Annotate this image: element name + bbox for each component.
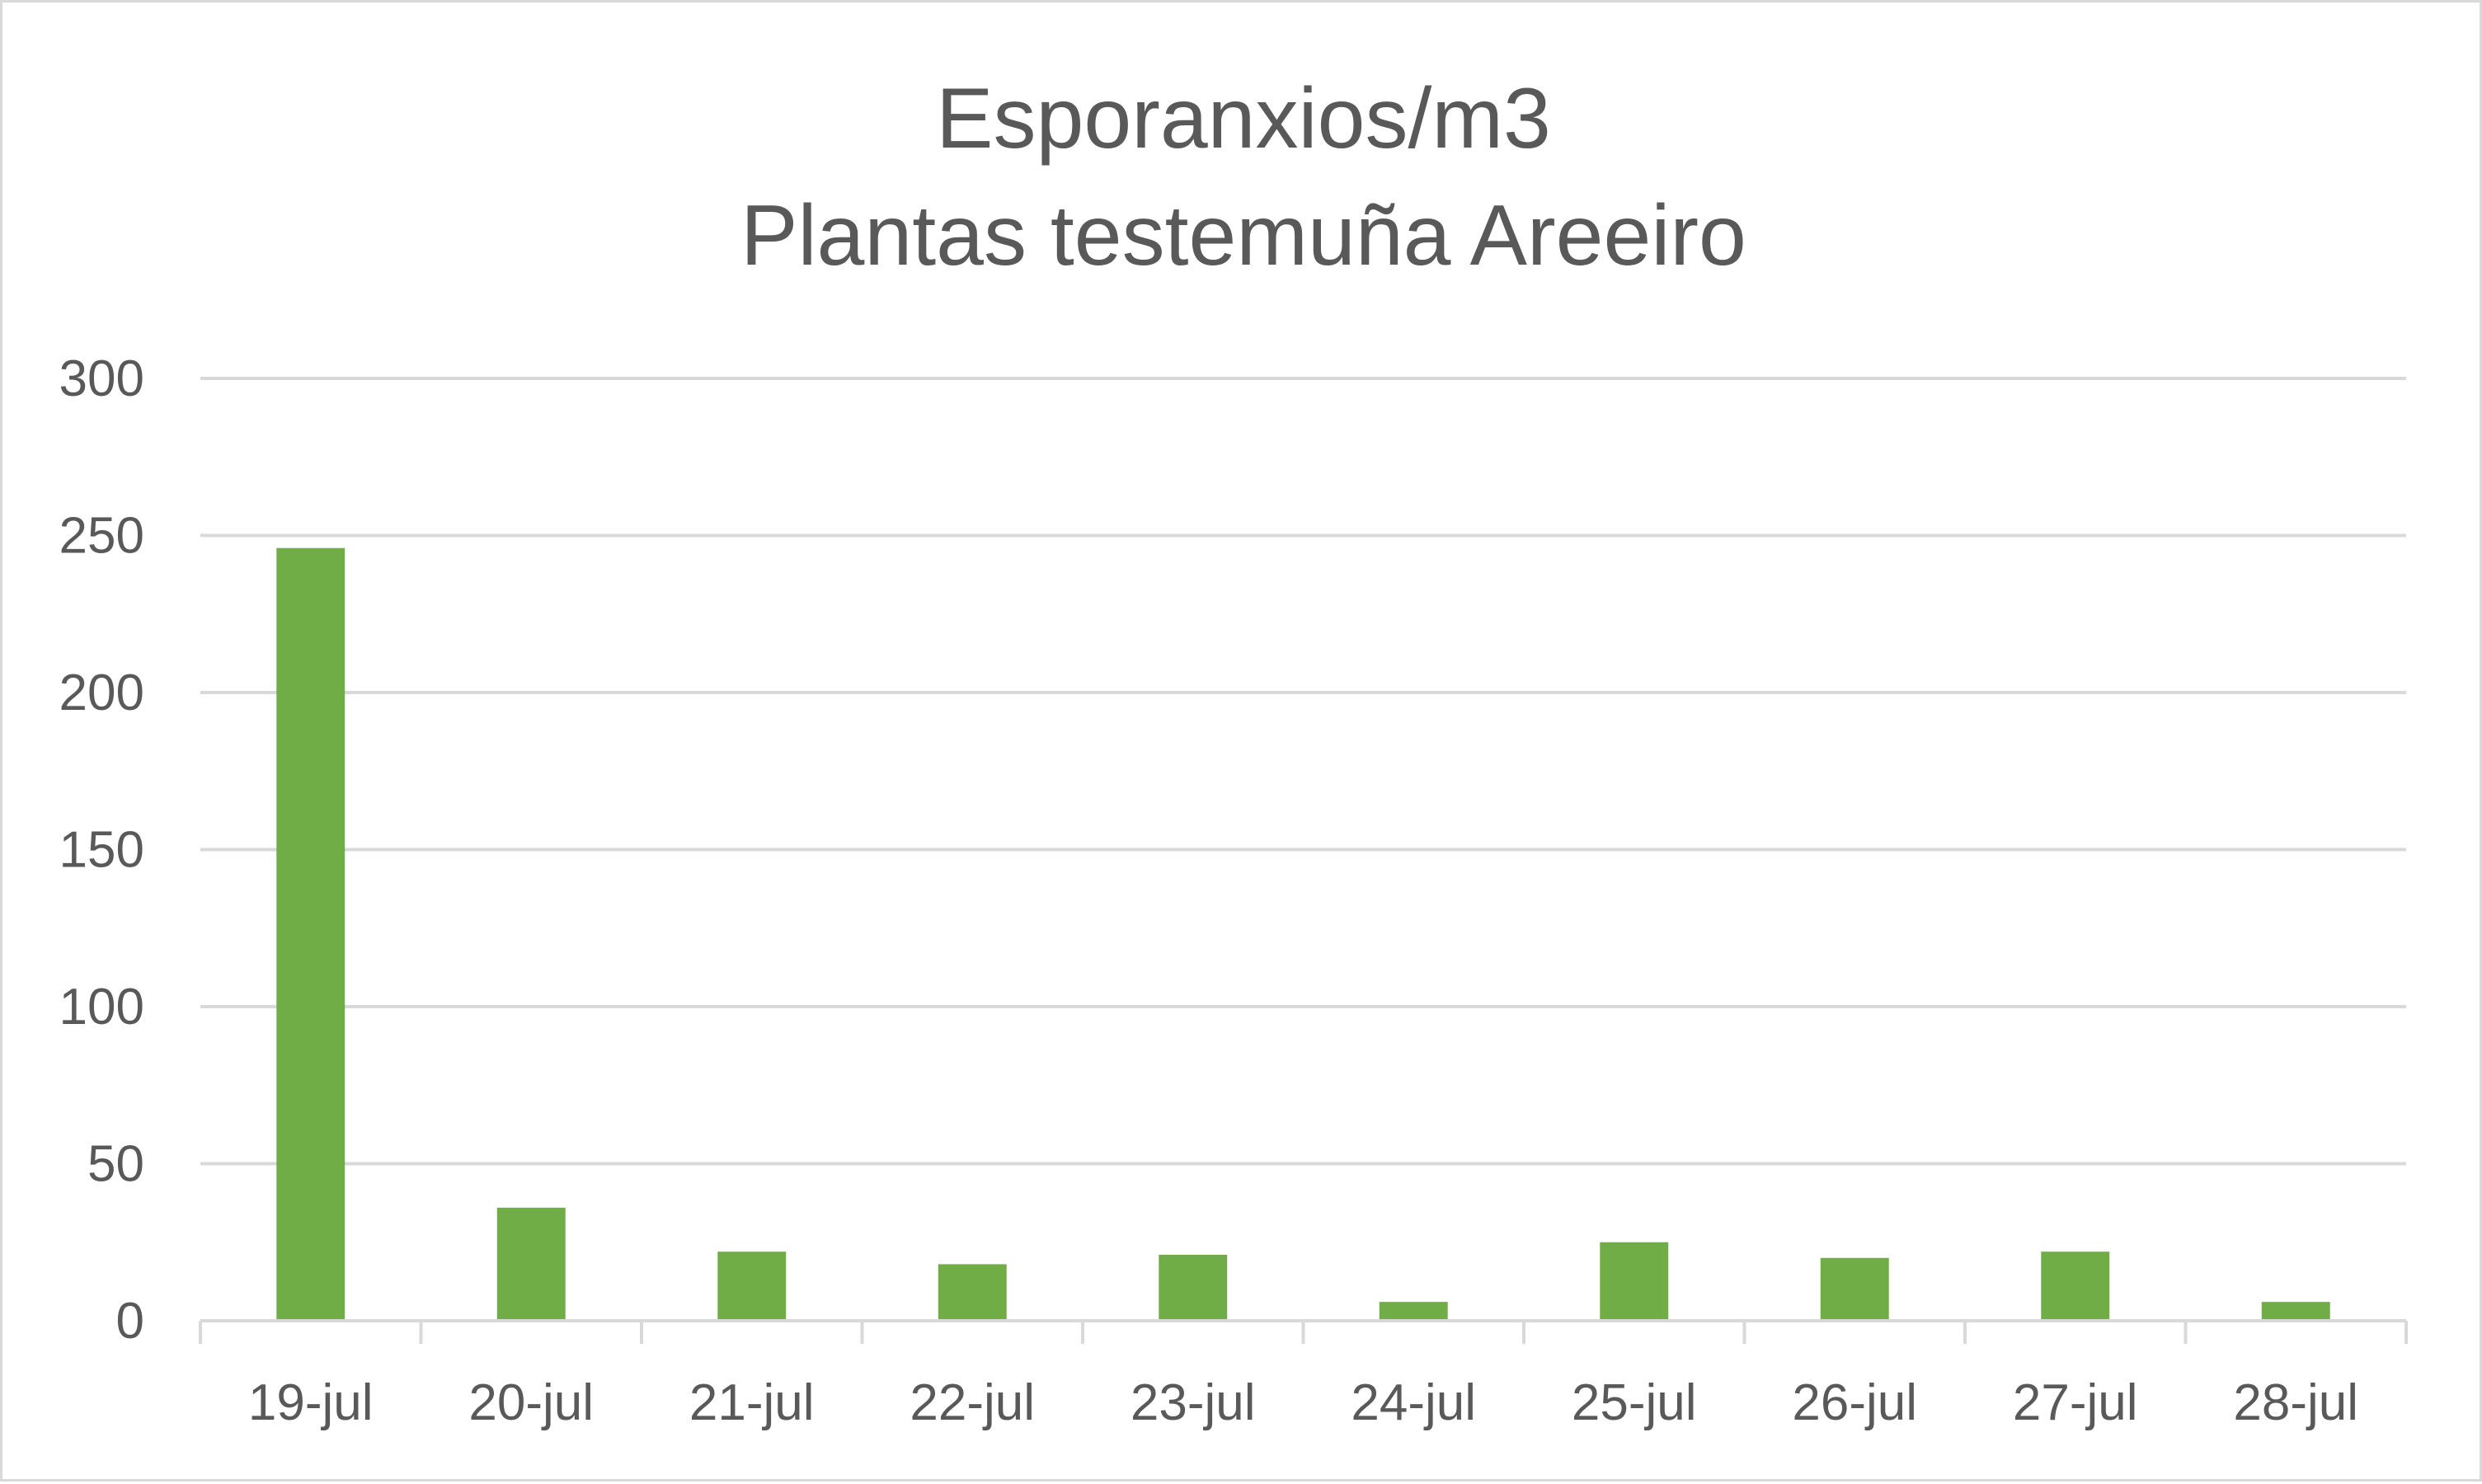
y-tick-label: 100 — [59, 979, 144, 1036]
x-tick-label: 21-jul — [689, 1374, 815, 1431]
x-tick-label: 27-jul — [2013, 1374, 2138, 1431]
bar — [2041, 1252, 2110, 1321]
x-tick-label: 20-jul — [468, 1374, 594, 1431]
bar — [2261, 1302, 2330, 1321]
y-tick-label: 200 — [59, 665, 144, 721]
x-axis-tick-labels: 19-jul 20-jul 21-jul 22-jul 23-jul 24-jul 25-j… — [248, 1374, 2358, 1431]
x-tick-label: 23-jul — [1131, 1374, 1256, 1431]
bars — [276, 547, 2330, 1321]
chart-subtitle: Plantas testemuña Areeiro — [740, 188, 1746, 284]
y-tick-label: 0 — [116, 1293, 144, 1350]
y-tick-label: 50 — [87, 1136, 144, 1193]
y-tick-label: 300 — [59, 350, 144, 407]
x-tick-label: 26-jul — [1792, 1374, 1917, 1431]
bar — [1159, 1254, 1228, 1321]
y-tick-label: 150 — [59, 822, 144, 879]
bar — [1820, 1257, 1889, 1321]
gridlines — [200, 377, 2406, 1166]
y-tick-label: 250 — [59, 508, 144, 565]
x-tick-label: 24-jul — [1351, 1374, 1476, 1431]
bar — [1379, 1302, 1448, 1321]
bar — [1600, 1242, 1669, 1321]
y-axis-tick-labels: 0 50 100 150 200 250 300 — [59, 350, 144, 1350]
bar — [276, 547, 346, 1321]
bar — [938, 1264, 1007, 1321]
x-tick-label: 28-jul — [2233, 1374, 2358, 1431]
x-tick-label: 19-jul — [248, 1374, 374, 1431]
x-tick-label: 25-jul — [1572, 1374, 1697, 1431]
chart-title: Esporanxios/m3 — [936, 71, 1551, 167]
bar — [717, 1252, 787, 1321]
bar — [496, 1207, 566, 1321]
x-tick-label: 22-jul — [910, 1374, 1035, 1431]
x-axis — [199, 1319, 2408, 1344]
